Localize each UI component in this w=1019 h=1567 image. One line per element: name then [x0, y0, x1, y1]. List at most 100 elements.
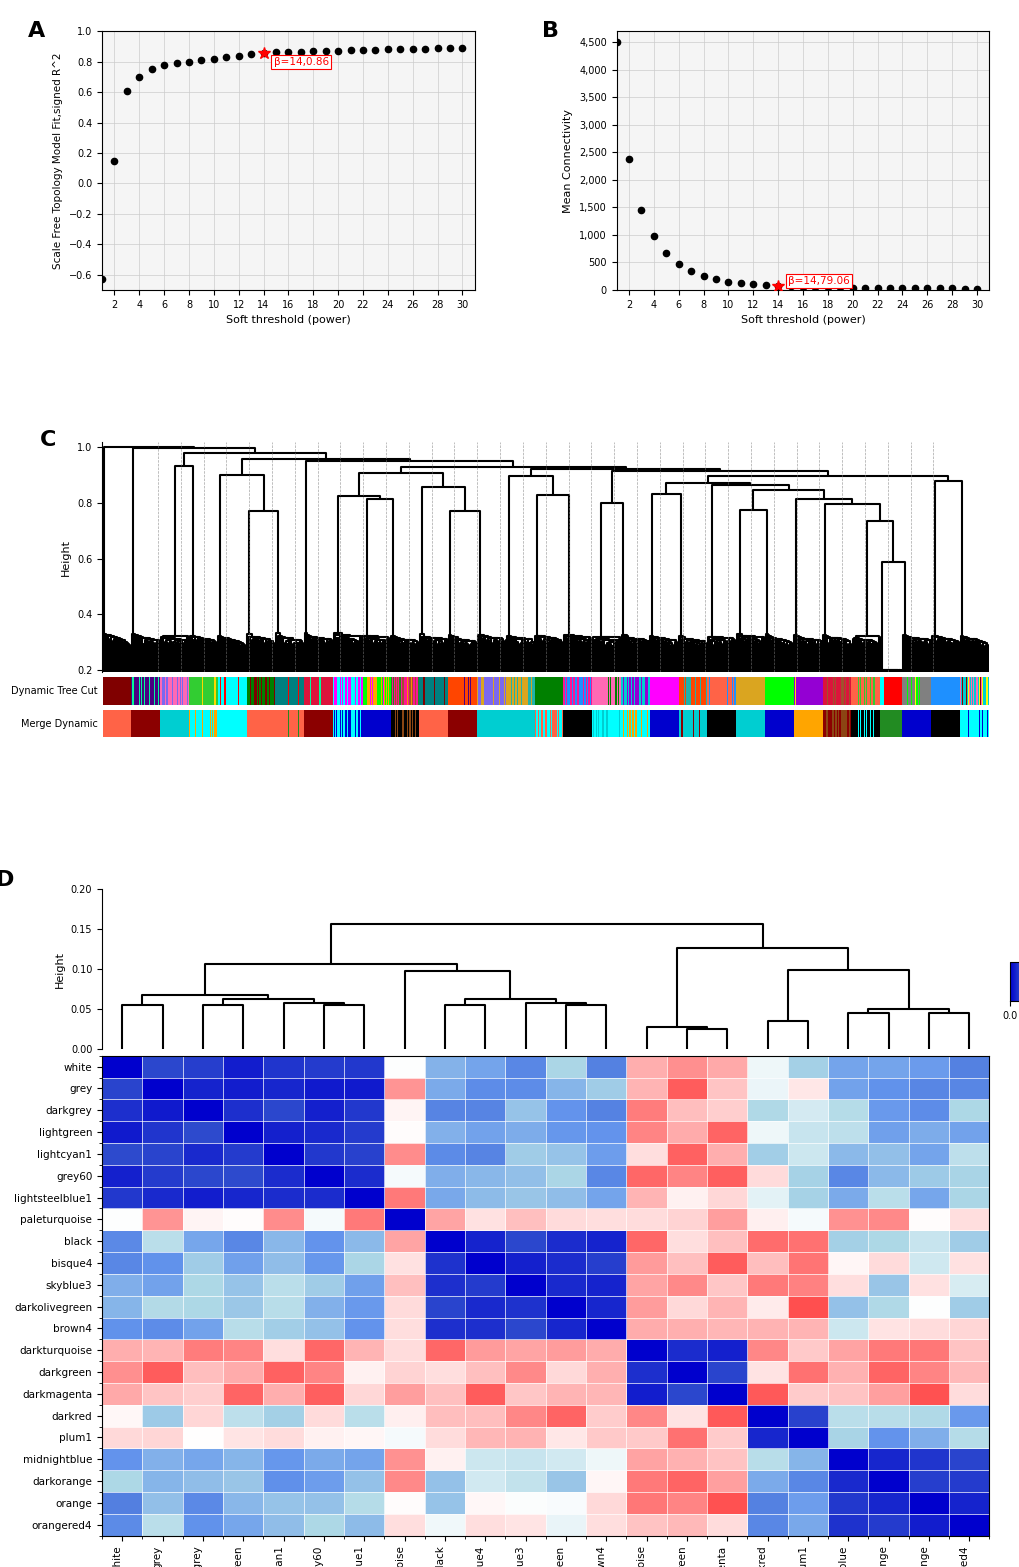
Bar	[317, 710, 318, 738]
Bar	[556, 677, 557, 705]
Bar	[332, 710, 334, 738]
Bar	[864, 710, 865, 738]
Bar	[505, 677, 506, 705]
Bar	[661, 710, 662, 738]
Bar	[285, 677, 286, 705]
Bar	[196, 710, 197, 738]
Bar	[711, 710, 712, 738]
Bar	[472, 710, 473, 738]
Bar	[479, 677, 480, 705]
Bar	[415, 710, 416, 738]
Bar	[195, 677, 196, 705]
Bar	[210, 710, 211, 738]
Bar	[437, 677, 438, 705]
Bar	[270, 677, 271, 705]
Bar	[923, 710, 925, 738]
Bar	[608, 710, 609, 738]
Bar	[659, 710, 660, 738]
Bar	[621, 677, 622, 705]
Bar	[553, 710, 554, 738]
Bar	[121, 710, 122, 738]
Bar	[299, 710, 300, 738]
Bar	[216, 677, 218, 705]
Bar	[622, 677, 623, 705]
Bar	[279, 710, 280, 738]
Bar	[132, 710, 133, 738]
Bar	[779, 677, 780, 705]
Bar	[515, 677, 516, 705]
Bar	[531, 710, 532, 738]
Bar	[827, 710, 828, 738]
Bar	[750, 710, 751, 738]
Bar	[540, 677, 541, 705]
Bar	[111, 710, 112, 738]
Bar	[274, 677, 275, 705]
Bar	[806, 677, 807, 705]
Bar	[387, 677, 388, 705]
Bar	[797, 710, 798, 738]
Bar	[905, 710, 906, 738]
Bar	[798, 677, 799, 705]
Bar	[552, 677, 553, 705]
Bar	[193, 710, 194, 738]
Bar	[740, 677, 741, 705]
Bar	[528, 677, 529, 705]
Bar	[632, 710, 633, 738]
Bar	[223, 710, 224, 738]
Bar	[128, 710, 129, 738]
Bar	[161, 710, 162, 738]
Bar	[368, 677, 369, 705]
Bar	[838, 677, 839, 705]
Bar	[197, 710, 198, 738]
Bar	[224, 677, 225, 705]
Bar	[439, 677, 440, 705]
Bar	[921, 710, 922, 738]
Bar	[143, 677, 144, 705]
Bar	[480, 677, 481, 705]
Bar	[371, 677, 373, 705]
Bar	[195, 710, 196, 738]
Bar	[726, 677, 727, 705]
Bar	[805, 710, 806, 738]
Bar	[743, 677, 745, 705]
Bar	[697, 677, 698, 705]
Bar	[201, 677, 202, 705]
Bar	[389, 710, 390, 738]
Bar	[494, 710, 495, 738]
Bar	[864, 677, 865, 705]
Bar	[216, 710, 218, 738]
Bar	[926, 710, 927, 738]
Bar	[747, 710, 748, 738]
Bar	[405, 710, 406, 738]
Bar	[189, 710, 190, 738]
Bar	[717, 677, 719, 705]
Bar	[676, 677, 677, 705]
Bar	[328, 710, 329, 738]
Bar	[760, 677, 761, 705]
Bar	[525, 677, 527, 705]
Bar	[173, 710, 174, 738]
Bar	[900, 677, 901, 705]
Bar	[811, 710, 812, 738]
Bar	[291, 677, 292, 705]
Bar	[734, 677, 735, 705]
Bar	[607, 710, 608, 738]
Bar	[306, 677, 307, 705]
Bar	[484, 710, 485, 738]
Bar	[880, 677, 881, 705]
Bar	[774, 710, 775, 738]
Bar	[184, 710, 185, 738]
Bar	[470, 677, 471, 705]
Bar	[591, 710, 592, 738]
Bar	[791, 677, 792, 705]
Bar	[163, 710, 164, 738]
Bar	[516, 710, 517, 738]
Bar	[872, 710, 874, 738]
Bar	[266, 710, 267, 738]
Bar	[107, 710, 108, 738]
Bar	[117, 710, 118, 738]
Bar	[763, 710, 764, 738]
Bar	[580, 677, 581, 705]
Bar	[918, 677, 919, 705]
Bar	[129, 710, 130, 738]
